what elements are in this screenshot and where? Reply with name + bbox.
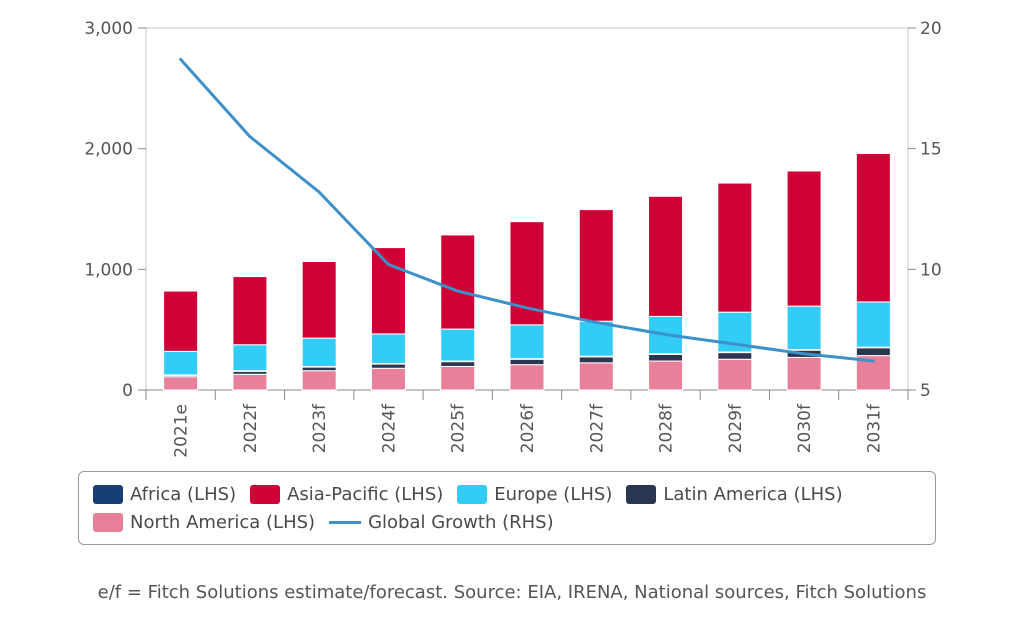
y-tick-label: 1,000: [84, 260, 133, 280]
bar-europe: [855, 301, 891, 348]
bar-asia-pacific: [786, 170, 822, 307]
chart: 0 1,000 2,000 3,000 5 10 15 20 2021e 2022f 2023f 20…: [84, 19, 942, 458]
bar-latin-america: [578, 356, 614, 364]
bar-north-america: [509, 364, 545, 391]
x-tick-label: 2029f: [726, 403, 746, 453]
legend-swatch-north-america: [93, 512, 123, 532]
y-tick-label: 0: [122, 381, 133, 401]
bar-north-america: [786, 356, 822, 391]
bar-asia-pacific: [717, 182, 753, 313]
legend-item-global-growth: Global Growth (RHS): [329, 512, 554, 533]
legend-label-north-america: North America (LHS): [130, 511, 316, 533]
bar-asia-pacific: [301, 260, 337, 339]
x-tick-label: 2031f: [864, 403, 884, 453]
legend-item-latin-america: Latin America (LHS): [626, 483, 843, 505]
legend-swatch-asia-pacific: [250, 484, 281, 504]
y2-tick-label: 15: [920, 140, 942, 160]
bar-latin-america: [509, 358, 545, 366]
x-tick-label: 2022f: [241, 403, 261, 453]
bar-europe: [786, 305, 822, 351]
bar-asia-pacific: [855, 152, 891, 303]
bar-north-america: [370, 367, 406, 391]
legend-swatch-africa: [93, 484, 123, 504]
bar-europe: [232, 344, 268, 372]
legend-row-2: North America (LHS) Global Growth (RHS): [93, 508, 923, 536]
y-tick-label: 2,000: [84, 140, 133, 160]
bar-north-america: [578, 362, 614, 391]
bar-latin-america: [855, 347, 891, 357]
bar-north-america: [717, 358, 753, 391]
x-tick-label: 2030f: [795, 403, 815, 453]
legend-item-africa: Africa (LHS): [93, 484, 236, 505]
bar-latin-america: [648, 353, 684, 362]
bar-north-america: [232, 373, 268, 391]
bar-north-america: [648, 360, 684, 391]
y2-tick-label: 5: [920, 381, 931, 401]
bar-europe: [301, 337, 337, 367]
legend-swatch-latin-america: [626, 484, 657, 504]
bar-asia-pacific: [648, 195, 684, 317]
bar-asia-pacific: [232, 276, 268, 346]
legend-label-asia-pacific: Asia-Pacific (LHS): [287, 483, 444, 505]
source-caption: e/f = Fitch Solutions estimate/forecast.…: [97, 582, 927, 603]
bar-latin-america: [440, 361, 476, 367]
legend-row-1: Africa (LHS) Asia-Pacific (LHS) Europe (…: [93, 480, 923, 508]
bar-asia-pacific: [578, 209, 614, 322]
x-tick-label: 2024f: [379, 403, 399, 453]
legend-label-europe: Europe (LHS): [494, 483, 613, 505]
bar-europe: [578, 320, 614, 357]
y2-tick-label: 20: [920, 19, 942, 39]
bar-north-america: [301, 370, 337, 391]
x-tick-label: 2027f: [587, 403, 607, 453]
bar-europe: [163, 350, 199, 376]
bar-asia-pacific: [440, 234, 476, 330]
legend-label-latin-america: Latin America (LHS): [663, 483, 843, 505]
x-tick-label: 2025f: [449, 403, 469, 453]
bar-north-america: [440, 365, 476, 391]
legend-line-global-growth: [329, 520, 362, 524]
bar-north-america: [163, 376, 199, 391]
bar-europe: [440, 328, 476, 362]
bar-latin-america: [717, 352, 753, 360]
bar-asia-pacific: [370, 247, 406, 335]
bar-asia-pacific: [163, 290, 199, 352]
legend-label-global-growth: Global Growth (RHS): [368, 511, 554, 533]
bar-latin-america: [301, 366, 337, 372]
y2-tick-label: 10: [920, 260, 942, 280]
legend-item-europe: Europe (LHS): [457, 484, 612, 505]
x-tick-label: 2026f: [518, 403, 538, 453]
x-tick-label: 2021e: [172, 404, 192, 458]
legend-swatch-europe: [457, 484, 488, 504]
legend-label-africa: Africa (LHS): [130, 483, 237, 505]
bar-europe: [370, 333, 406, 364]
bar-latin-america: [370, 363, 406, 369]
x-tick-label: 2023f: [310, 403, 330, 453]
x-tick-label: 2028f: [657, 403, 677, 453]
y-tick-label: 3,000: [84, 19, 133, 39]
legend: Africa (LHS) Asia-Pacific (LHS) Europe (…: [78, 471, 936, 545]
legend-item-asia-pacific: Asia-Pacific (LHS): [250, 484, 443, 505]
line-global-growth: [179, 57, 875, 363]
bar-europe: [509, 324, 545, 360]
legend-item-north-america: North America (LHS): [93, 512, 315, 533]
